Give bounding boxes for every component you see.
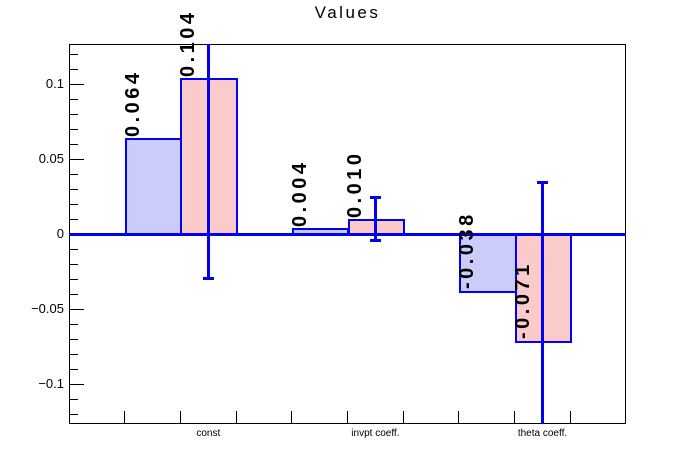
error-bar-cap	[369, 238, 381, 242]
y-major-tick	[70, 83, 84, 85]
value-label: 0.104	[177, 9, 200, 77]
y-tick-label: 0.05	[38, 151, 64, 166]
x-tick	[347, 411, 348, 423]
x-tick	[235, 411, 237, 423]
error-bar-cap	[369, 196, 381, 200]
x-tick	[124, 411, 126, 423]
error-bar	[206, 44, 210, 279]
y-minor-tick	[70, 353, 78, 355]
value-label: -0.071	[511, 260, 534, 339]
y-minor-tick	[70, 398, 78, 400]
y-minor-tick	[70, 368, 78, 370]
zero-line	[69, 232, 626, 236]
y-minor-tick	[70, 113, 78, 115]
y-minor-tick	[70, 53, 78, 55]
y-minor-tick	[70, 323, 78, 325]
y-tick-label: −0.1	[38, 376, 64, 391]
y-minor-tick	[70, 218, 78, 220]
y-minor-tick	[70, 338, 78, 340]
y-major-tick	[70, 158, 84, 160]
error-bar	[373, 197, 377, 241]
y-minor-tick	[70, 203, 78, 205]
y-minor-tick	[70, 98, 78, 100]
y-minor-tick	[70, 278, 78, 280]
y-tick-label: 0.1	[45, 76, 64, 91]
y-tick-label: −0.05	[31, 301, 64, 316]
y-major-tick	[70, 383, 84, 385]
x-category-label: theta coeff.	[517, 428, 568, 439]
y-major-tick	[70, 308, 84, 310]
x-tick	[569, 411, 571, 423]
x-tick	[179, 411, 181, 423]
value-label: 0.064	[121, 69, 144, 137]
bar	[124, 138, 183, 236]
value-label: 0.010	[344, 150, 367, 218]
x-tick	[291, 411, 293, 423]
x-tick	[458, 411, 460, 423]
error-bar-cap	[202, 277, 214, 280]
error-bar-cap	[537, 180, 548, 184]
y-minor-tick	[70, 293, 78, 295]
x-tick	[402, 411, 404, 423]
y-minor-tick	[70, 68, 78, 70]
chart-title: Values	[314, 3, 381, 22]
y-minor-tick	[70, 248, 78, 250]
y-minor-tick	[70, 173, 78, 175]
y-minor-tick	[70, 188, 78, 190]
y-tick-label: 0	[56, 226, 64, 241]
y-minor-tick	[70, 413, 78, 415]
value-label: -0.038	[455, 211, 478, 289]
y-minor-tick	[70, 263, 78, 265]
y-minor-tick	[70, 143, 78, 145]
x-tick	[514, 411, 516, 423]
y-minor-tick	[70, 128, 78, 130]
x-category-label: const	[196, 428, 221, 439]
value-label: 0.004	[288, 159, 311, 227]
x-category-label: invpt coeff.	[351, 428, 400, 439]
error-bar	[541, 181, 544, 424]
